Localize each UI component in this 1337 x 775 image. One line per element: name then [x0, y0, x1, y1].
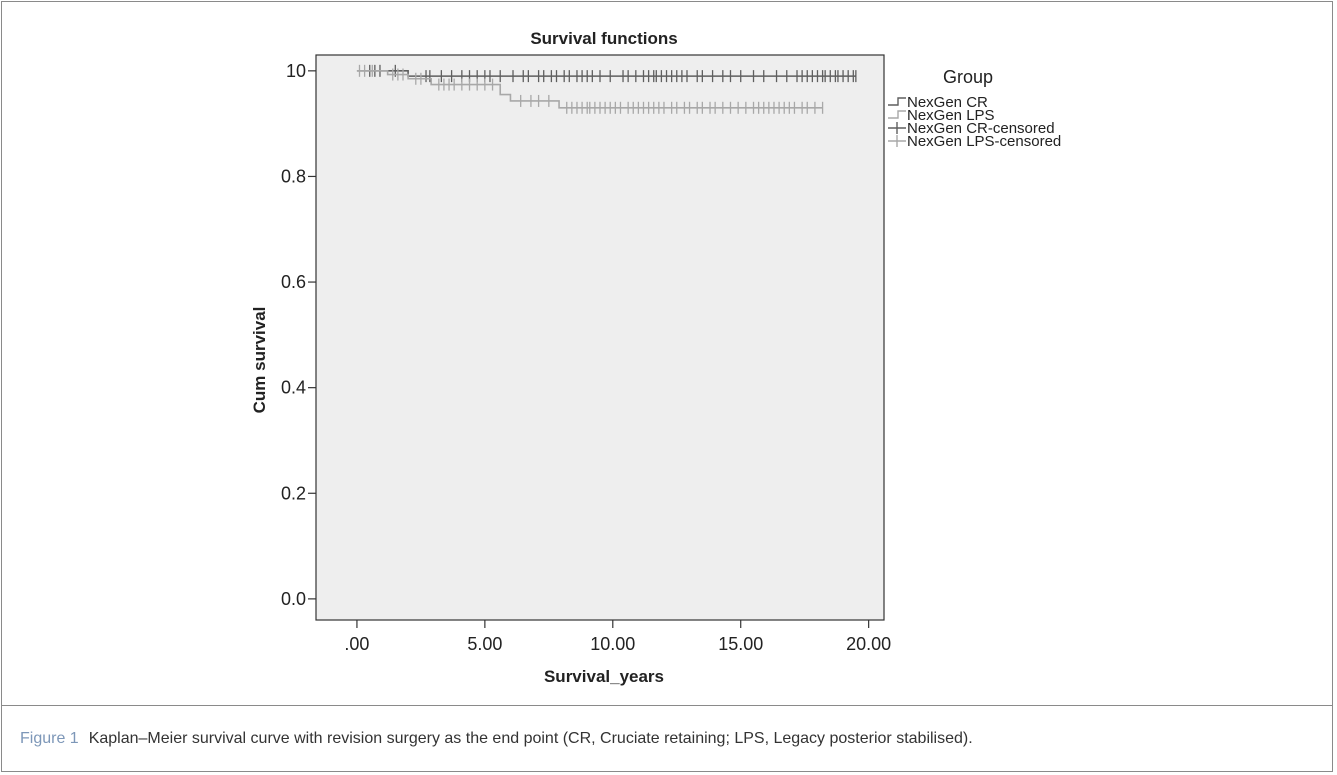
x-tick-label: 10.00: [590, 634, 635, 654]
y-tick-label: 0.6: [281, 272, 306, 292]
legend-label-nexgen-lps: NexGen LPS: [907, 107, 995, 124]
y-tick-label: 0.8: [281, 166, 306, 186]
y-tick-label: 0.4: [281, 378, 306, 398]
x-tick-label: 15.00: [718, 634, 763, 654]
legend-title: Group: [943, 67, 993, 87]
x-tick-label: 20.00: [846, 634, 891, 654]
y-tick-label: 0.2: [281, 483, 306, 503]
y-tick-label: 0.0: [281, 589, 306, 609]
legend-label-nexgen-cr-censored: NexGen CR-censored: [907, 120, 1055, 137]
x-tick-label: .00: [344, 634, 369, 654]
plot-area: [315, 54, 885, 621]
legend-label-nexgen-lps-censored: NexGen LPS-censored: [907, 133, 1061, 150]
chart-title: Survival functions: [530, 29, 677, 48]
legend-swatch-nexgen-lps: [888, 110, 906, 119]
legend-label-nexgen-cr: NexGen CR: [907, 94, 988, 111]
series-line-nexgen-lps: [356, 70, 823, 109]
figure-label: Figure 1: [20, 730, 79, 747]
x-tick-label: 5.00: [467, 634, 502, 654]
survival-chart: Survival functions .00 5.00 10.00 15.00 20.0…: [250, 29, 1061, 686]
y-axis-label: Cum survival: [250, 307, 269, 414]
x-axis-label: Survival_years: [544, 667, 664, 686]
legend-swatch-nexgen-cr: [888, 97, 906, 106]
caption-text: Kaplan–Meier survival curve with revisio…: [88, 730, 973, 747]
figure-caption: Figure 1 Kaplan–Meier survival curve with…: [20, 730, 973, 748]
y-tick-label: 10: [286, 61, 306, 81]
caption-divider: [2, 705, 1332, 706]
